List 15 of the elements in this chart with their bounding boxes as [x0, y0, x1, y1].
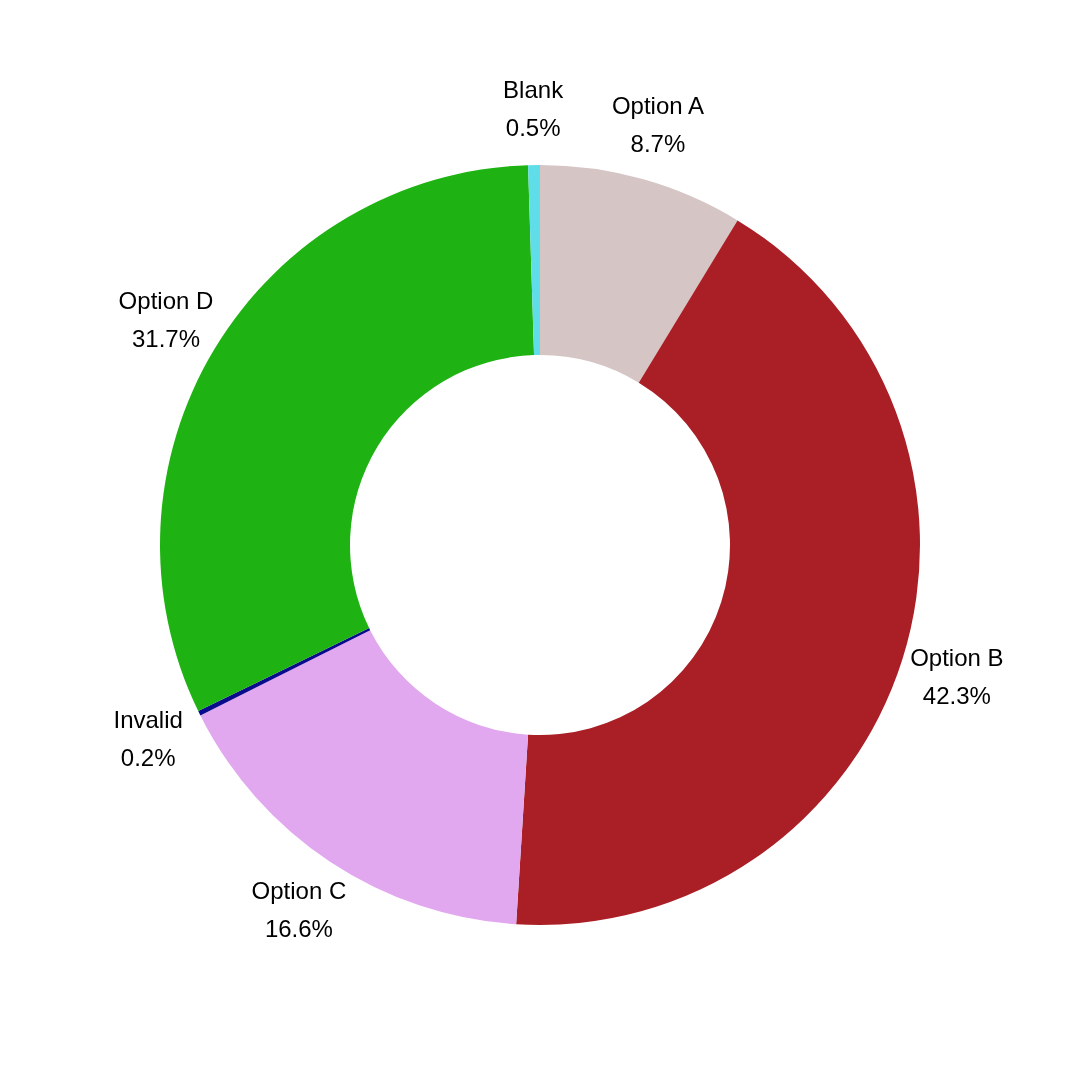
donut-slice — [528, 165, 540, 356]
slice-label: Option D — [118, 286, 214, 314]
data-label: 0.2% — [120, 743, 176, 771]
data-label: 16.6% — [264, 914, 333, 942]
slice-label: Option C — [251, 876, 347, 904]
slice-label: Blank — [503, 75, 565, 103]
slice-label: Option B — [910, 643, 1004, 671]
data-label: 42.3% — [922, 681, 991, 709]
slice-label: Option A — [611, 91, 704, 119]
data-label: 0.5% — [505, 113, 561, 141]
data-label: 8.7% — [630, 129, 686, 157]
donut-slice — [198, 628, 371, 716]
slice-label: Invalid — [113, 705, 183, 733]
data-label: 31.7% — [131, 324, 200, 352]
donut-slice — [540, 165, 738, 383]
